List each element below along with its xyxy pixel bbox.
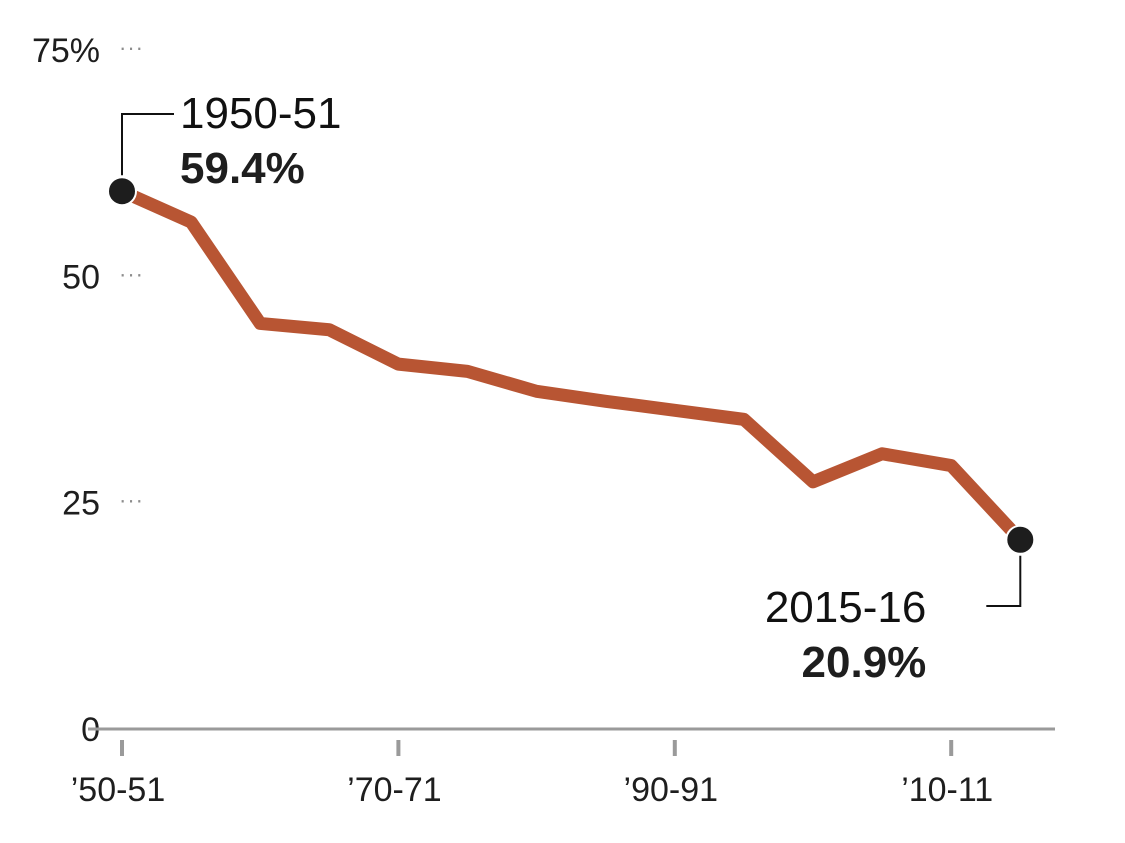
endpoint-marker <box>1005 524 1036 555</box>
series-line <box>119 185 1026 545</box>
y-tick-label: 50 <box>62 258 100 296</box>
y-axis: 75%···50···25···0 <box>32 32 144 749</box>
y-gridline-marker: ··· <box>119 261 144 286</box>
annotation-value: 59.4% <box>180 144 305 193</box>
annotation-leader <box>121 113 174 176</box>
annotation-title: 1950-51 <box>180 89 341 138</box>
annotations: 1950-51 59.4% 2015-16 20.9% <box>107 89 1036 687</box>
annotation-value: 20.9% <box>802 638 927 687</box>
y-gridline-marker: ··· <box>119 488 144 513</box>
y-gridline-marker: ··· <box>119 35 144 60</box>
x-axis: ’50-51 ’70-71 ’90-91 ’10-11 <box>71 740 993 809</box>
x-tick-label: ’70-71 <box>347 771 442 809</box>
endpoint-marker <box>107 176 137 207</box>
annotation-title: 2015-16 <box>765 583 926 632</box>
y-tick-label: 25 <box>62 485 100 523</box>
series-group <box>119 185 1026 545</box>
x-tick-label: ’50-51 <box>71 771 166 809</box>
annotation-leader <box>986 555 1022 607</box>
y-tick-label: 75% <box>32 32 100 70</box>
x-tick-label: ’10-11 <box>901 771 993 809</box>
x-tick-label: ’90-91 <box>624 771 719 809</box>
